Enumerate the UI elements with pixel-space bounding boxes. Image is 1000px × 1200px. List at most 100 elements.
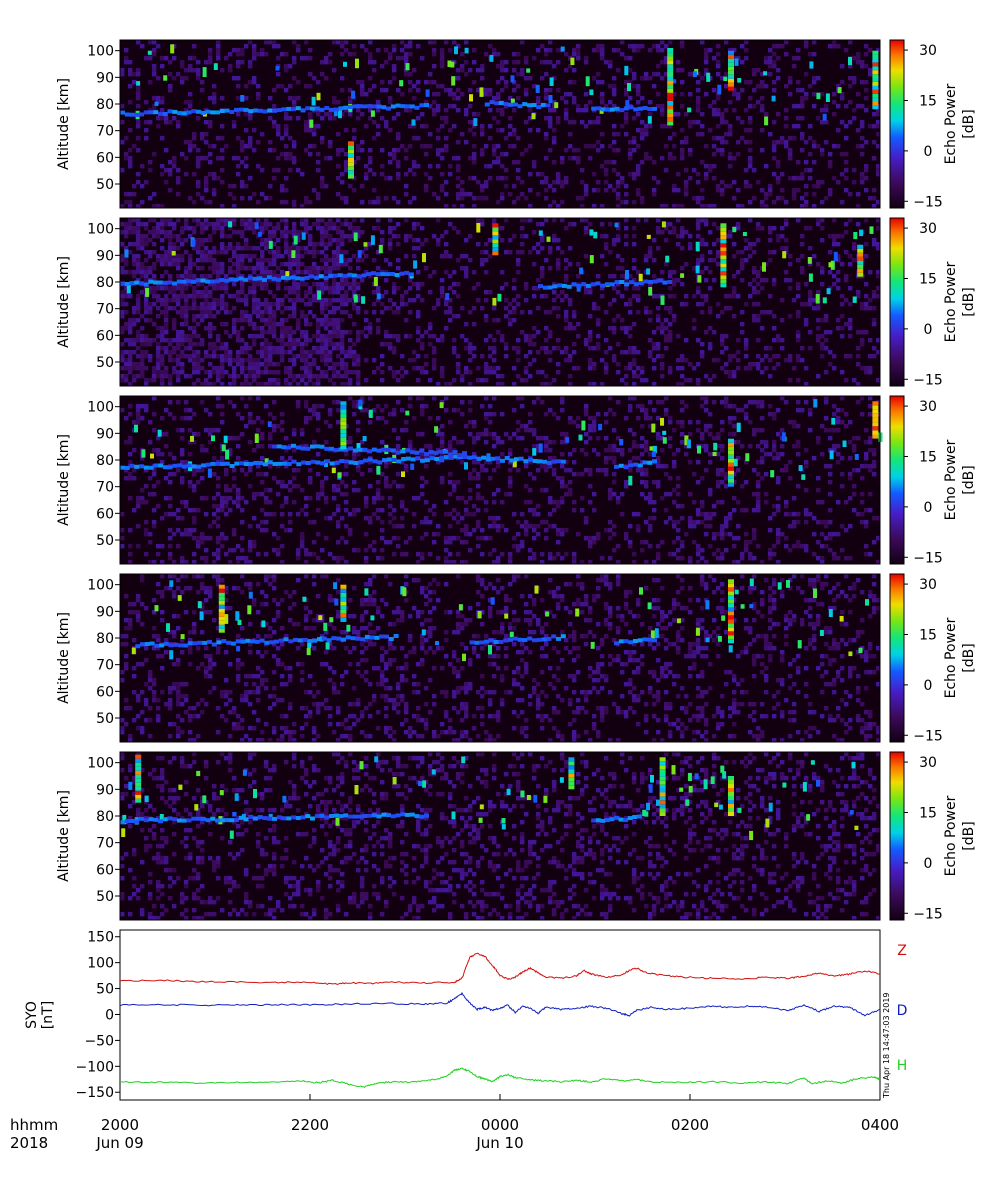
noise-cell [224,322,229,327]
noise-cell [828,350,833,355]
noise-cell [244,184,249,189]
noise-cell [260,192,265,197]
noise-cell [376,290,381,295]
noise-cell [412,222,417,227]
noise-cell [400,144,405,149]
noise-cell [244,144,249,149]
noise-cell [240,298,245,303]
noise-cell [628,310,633,315]
noise-cell [240,286,245,291]
noise-cell [864,218,869,223]
noise-cell [140,44,145,49]
noise-cell [344,234,349,239]
noise-cell [192,528,197,533]
noise-cell [656,346,661,351]
noise-cell [832,238,837,243]
noise-cell [156,326,161,331]
noise-cell [608,222,613,227]
noise-cell [196,192,201,197]
noise-cell [320,286,325,291]
noise-cell [404,370,409,375]
noise-cell [652,258,657,263]
echo-spot [833,251,838,262]
noise-cell [748,120,753,125]
noise-cell [340,44,345,49]
noise-cell [764,56,769,61]
noise-cell [328,222,333,227]
noise-cell [720,120,725,125]
noise-cell [548,184,553,189]
noise-cell [620,378,625,383]
noise-cell [844,278,849,283]
echo-streak-cell [720,275,727,280]
noise-cell [296,266,301,271]
noise-cell [372,60,377,65]
noise-cell [240,140,245,145]
y-tick-label: 50 [96,177,114,193]
echo-spot [445,293,450,300]
noise-cell [340,180,345,185]
echo-spot [763,71,768,76]
noise-cell [812,76,817,81]
noise-cell [668,330,673,335]
noise-cell [816,262,821,267]
noise-cell [564,258,569,263]
noise-cell [564,180,569,185]
echo-layer-cell [148,279,154,284]
noise-cell [504,342,509,347]
noise-cell [320,230,325,235]
noise-cell [292,246,297,251]
noise-cell [284,246,289,251]
noise-cell [148,318,153,323]
echo-layer-cell [286,106,292,111]
noise-cell [284,132,289,137]
noise-cell [600,56,605,61]
noise-cell [208,222,213,227]
noise-cell [168,188,173,193]
noise-cell [268,116,273,121]
echo-layer-cell [536,105,542,110]
noise-cell [824,330,829,335]
noise-cell [440,334,445,339]
noise-cell [280,350,285,355]
noise-cell [408,52,413,57]
noise-cell [324,322,329,327]
noise-cell [692,266,697,271]
noise-cell [800,196,805,201]
noise-cell [468,310,473,315]
noise-cell [168,286,173,291]
noise-cell [332,306,337,311]
noise-cell [184,314,189,319]
noise-cell [180,342,185,347]
noise-cell [436,148,441,153]
noise-cell [192,286,197,291]
noise-cell [196,354,201,359]
noise-cell [792,176,797,181]
noise-cell [152,278,157,283]
noise-cell [160,258,165,263]
noise-cell [140,404,145,409]
noise-cell [168,254,173,259]
noise-cell [236,354,241,359]
noise-cell [648,350,653,355]
noise-cell [356,230,361,235]
noise-cell [136,222,141,227]
noise-cell [640,160,645,165]
noise-cell [348,370,353,375]
noise-cell [512,68,517,73]
noise-cell [864,242,869,247]
noise-cell [860,120,865,125]
noise-cell [808,302,813,307]
noise-cell [132,476,137,481]
echo-streak-cell [872,105,879,110]
noise-cell [472,176,477,181]
noise-cell [660,108,665,113]
noise-cell [284,250,289,255]
noise-cell [728,156,733,161]
noise-cell [480,354,485,359]
noise-cell [272,88,277,93]
noise-cell [828,192,833,197]
noise-cell [120,104,125,109]
noise-cell [340,342,345,347]
noise-cell [516,96,521,101]
